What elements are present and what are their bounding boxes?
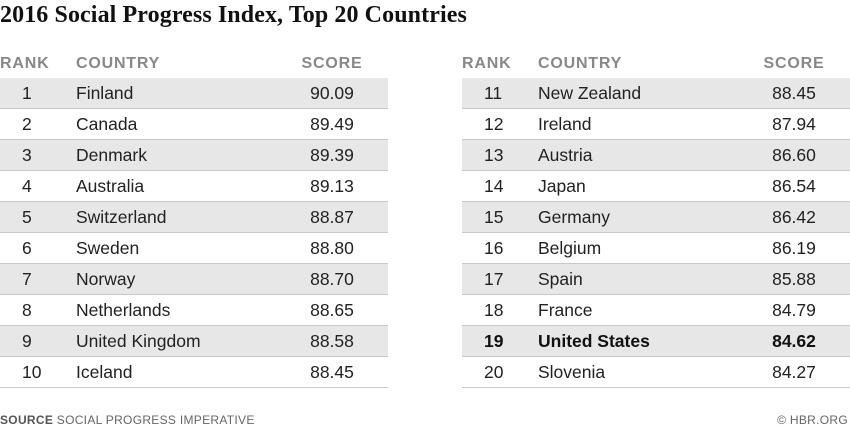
table-body: 11 New Zealand 88.45 12 Ireland 87.94 13 Austri… <box>462 78 850 388</box>
country-cell: Australia <box>76 175 145 196</box>
score-cell: 88.70 <box>310 268 354 289</box>
country-cell: Iceland <box>76 361 133 382</box>
country-cell: Canada <box>76 113 138 134</box>
source-text: SOCIAL PROGRESS IMPERATIVE <box>56 413 255 427</box>
table-row: 13 Austria 86.60 <box>462 140 850 171</box>
country-cell: Switzerland <box>76 206 167 227</box>
score-column-header: SCORE <box>301 55 363 72</box>
score-cell: 86.60 <box>772 144 816 165</box>
table-body: 1 Finland 90.09 2 Canada 89.49 3 Denmark 89.39 4 A… <box>0 78 388 388</box>
rank-cell: 10 <box>22 361 42 382</box>
rank-cell: 13 <box>484 144 504 165</box>
country-cell: Ireland <box>538 113 592 134</box>
rank-cell: 3 <box>22 144 32 165</box>
country-cell: Germany <box>538 206 610 227</box>
rank-cell: 12 <box>484 113 504 134</box>
rank-column-header: RANK <box>0 55 50 72</box>
table-row: 12 Ireland 87.94 <box>462 109 850 140</box>
score-cell: 89.49 <box>310 113 354 134</box>
score-cell: 88.45 <box>310 361 354 382</box>
country-cell: Denmark <box>76 144 147 165</box>
rank-cell: 5 <box>22 206 32 227</box>
table-row: 18 France 84.79 <box>462 295 850 326</box>
country-cell: Norway <box>76 268 136 289</box>
table-row: 6 Sweden 88.80 <box>0 233 388 264</box>
ranking-table-left: RANK COUNTRY SCORE 1 Finland 90.09 2 Canada 8… <box>0 50 388 388</box>
rank-cell: 7 <box>22 268 32 289</box>
rank-cell: 19 <box>484 330 504 351</box>
rank-cell: 6 <box>22 237 32 258</box>
score-cell: 84.62 <box>772 330 816 351</box>
score-cell: 88.65 <box>310 299 354 320</box>
score-cell: 88.58 <box>310 330 354 351</box>
source-label: SOURCE <box>0 413 54 427</box>
table-row: 2 Canada 89.49 <box>0 109 388 140</box>
table-row: 11 New Zealand 88.45 <box>462 78 850 109</box>
score-cell: 84.27 <box>772 361 816 382</box>
table-header: RANK COUNTRY SCORE <box>462 50 850 78</box>
table-row: 7 Norway 88.70 <box>0 264 388 295</box>
score-cell: 85.88 <box>772 268 816 289</box>
score-cell: 88.80 <box>310 237 354 258</box>
country-cell: Slovenia <box>538 361 606 382</box>
score-column-header: SCORE <box>763 55 825 72</box>
country-column-header: COUNTRY <box>538 55 623 72</box>
country-cell: Japan <box>538 175 586 196</box>
table-row: 8 Netherlands 88.65 <box>0 295 388 326</box>
footer: SOURCE SOCIAL PROGRESS IMPERATIVE © HBR.… <box>0 413 850 427</box>
country-cell: New Zealand <box>538 82 642 103</box>
table-row: 4 Australia 89.13 <box>0 171 388 202</box>
rank-cell: 16 <box>484 237 504 258</box>
score-cell: 86.42 <box>772 206 816 227</box>
score-cell: 88.45 <box>772 82 816 103</box>
table-row: 1 Finland 90.09 <box>0 78 388 109</box>
rank-cell: 11 <box>484 82 503 103</box>
rank-cell: 17 <box>484 268 504 289</box>
rank-cell: 8 <box>22 299 32 320</box>
rank-cell: 1 <box>22 82 32 103</box>
table-row: 17 Spain 85.88 <box>462 264 850 295</box>
rank-cell: 20 <box>484 361 504 382</box>
credit: © HBR.ORG <box>777 413 848 427</box>
country-cell: Spain <box>538 268 583 289</box>
rank-cell: 2 <box>22 113 32 134</box>
table-row: 3 Denmark 89.39 <box>0 140 388 171</box>
country-cell: United States <box>538 330 650 351</box>
table-row: 10 Iceland 88.45 <box>0 357 388 388</box>
score-cell: 89.39 <box>310 144 354 165</box>
table-row: 16 Belgium 86.19 <box>462 233 850 264</box>
chart-title: 2016 Social Progress Index, Top 20 Count… <box>0 2 467 28</box>
country-cell: Sweden <box>76 237 140 258</box>
rank-cell: 18 <box>484 299 504 320</box>
score-cell: 87.94 <box>772 113 816 134</box>
score-cell: 84.79 <box>772 299 816 320</box>
rank-cell: 4 <box>22 175 32 196</box>
country-cell: Finland <box>76 82 134 103</box>
table-row: 19 United States 84.62 <box>462 326 850 357</box>
score-cell: 86.19 <box>772 237 816 258</box>
table-row: 15 Germany 86.42 <box>462 202 850 233</box>
table-row: 14 Japan 86.54 <box>462 171 850 202</box>
country-cell: Belgium <box>538 237 602 258</box>
country-cell: Netherlands <box>76 299 171 320</box>
rank-cell: 9 <box>22 330 32 351</box>
country-cell: United Kingdom <box>76 330 201 351</box>
score-cell: 86.54 <box>772 175 816 196</box>
table-header: RANK COUNTRY SCORE <box>0 50 388 78</box>
country-column-header: COUNTRY <box>76 55 161 72</box>
rank-cell: 14 <box>484 175 504 196</box>
score-cell: 90.09 <box>310 82 354 103</box>
country-cell: Austria <box>538 144 593 165</box>
rank-column-header: RANK <box>462 55 512 72</box>
table-row: 5 Switzerland 88.87 <box>0 202 388 233</box>
table-row: 9 United Kingdom 88.58 <box>0 326 388 357</box>
score-cell: 89.13 <box>310 175 354 196</box>
table-row: 20 Slovenia 84.27 <box>462 357 850 388</box>
ranking-table-right: RANK COUNTRY SCORE 11 New Zealand 88.45 12 I… <box>462 50 850 388</box>
rank-cell: 15 <box>484 206 504 227</box>
country-cell: France <box>538 299 593 320</box>
score-cell: 88.87 <box>310 206 354 227</box>
